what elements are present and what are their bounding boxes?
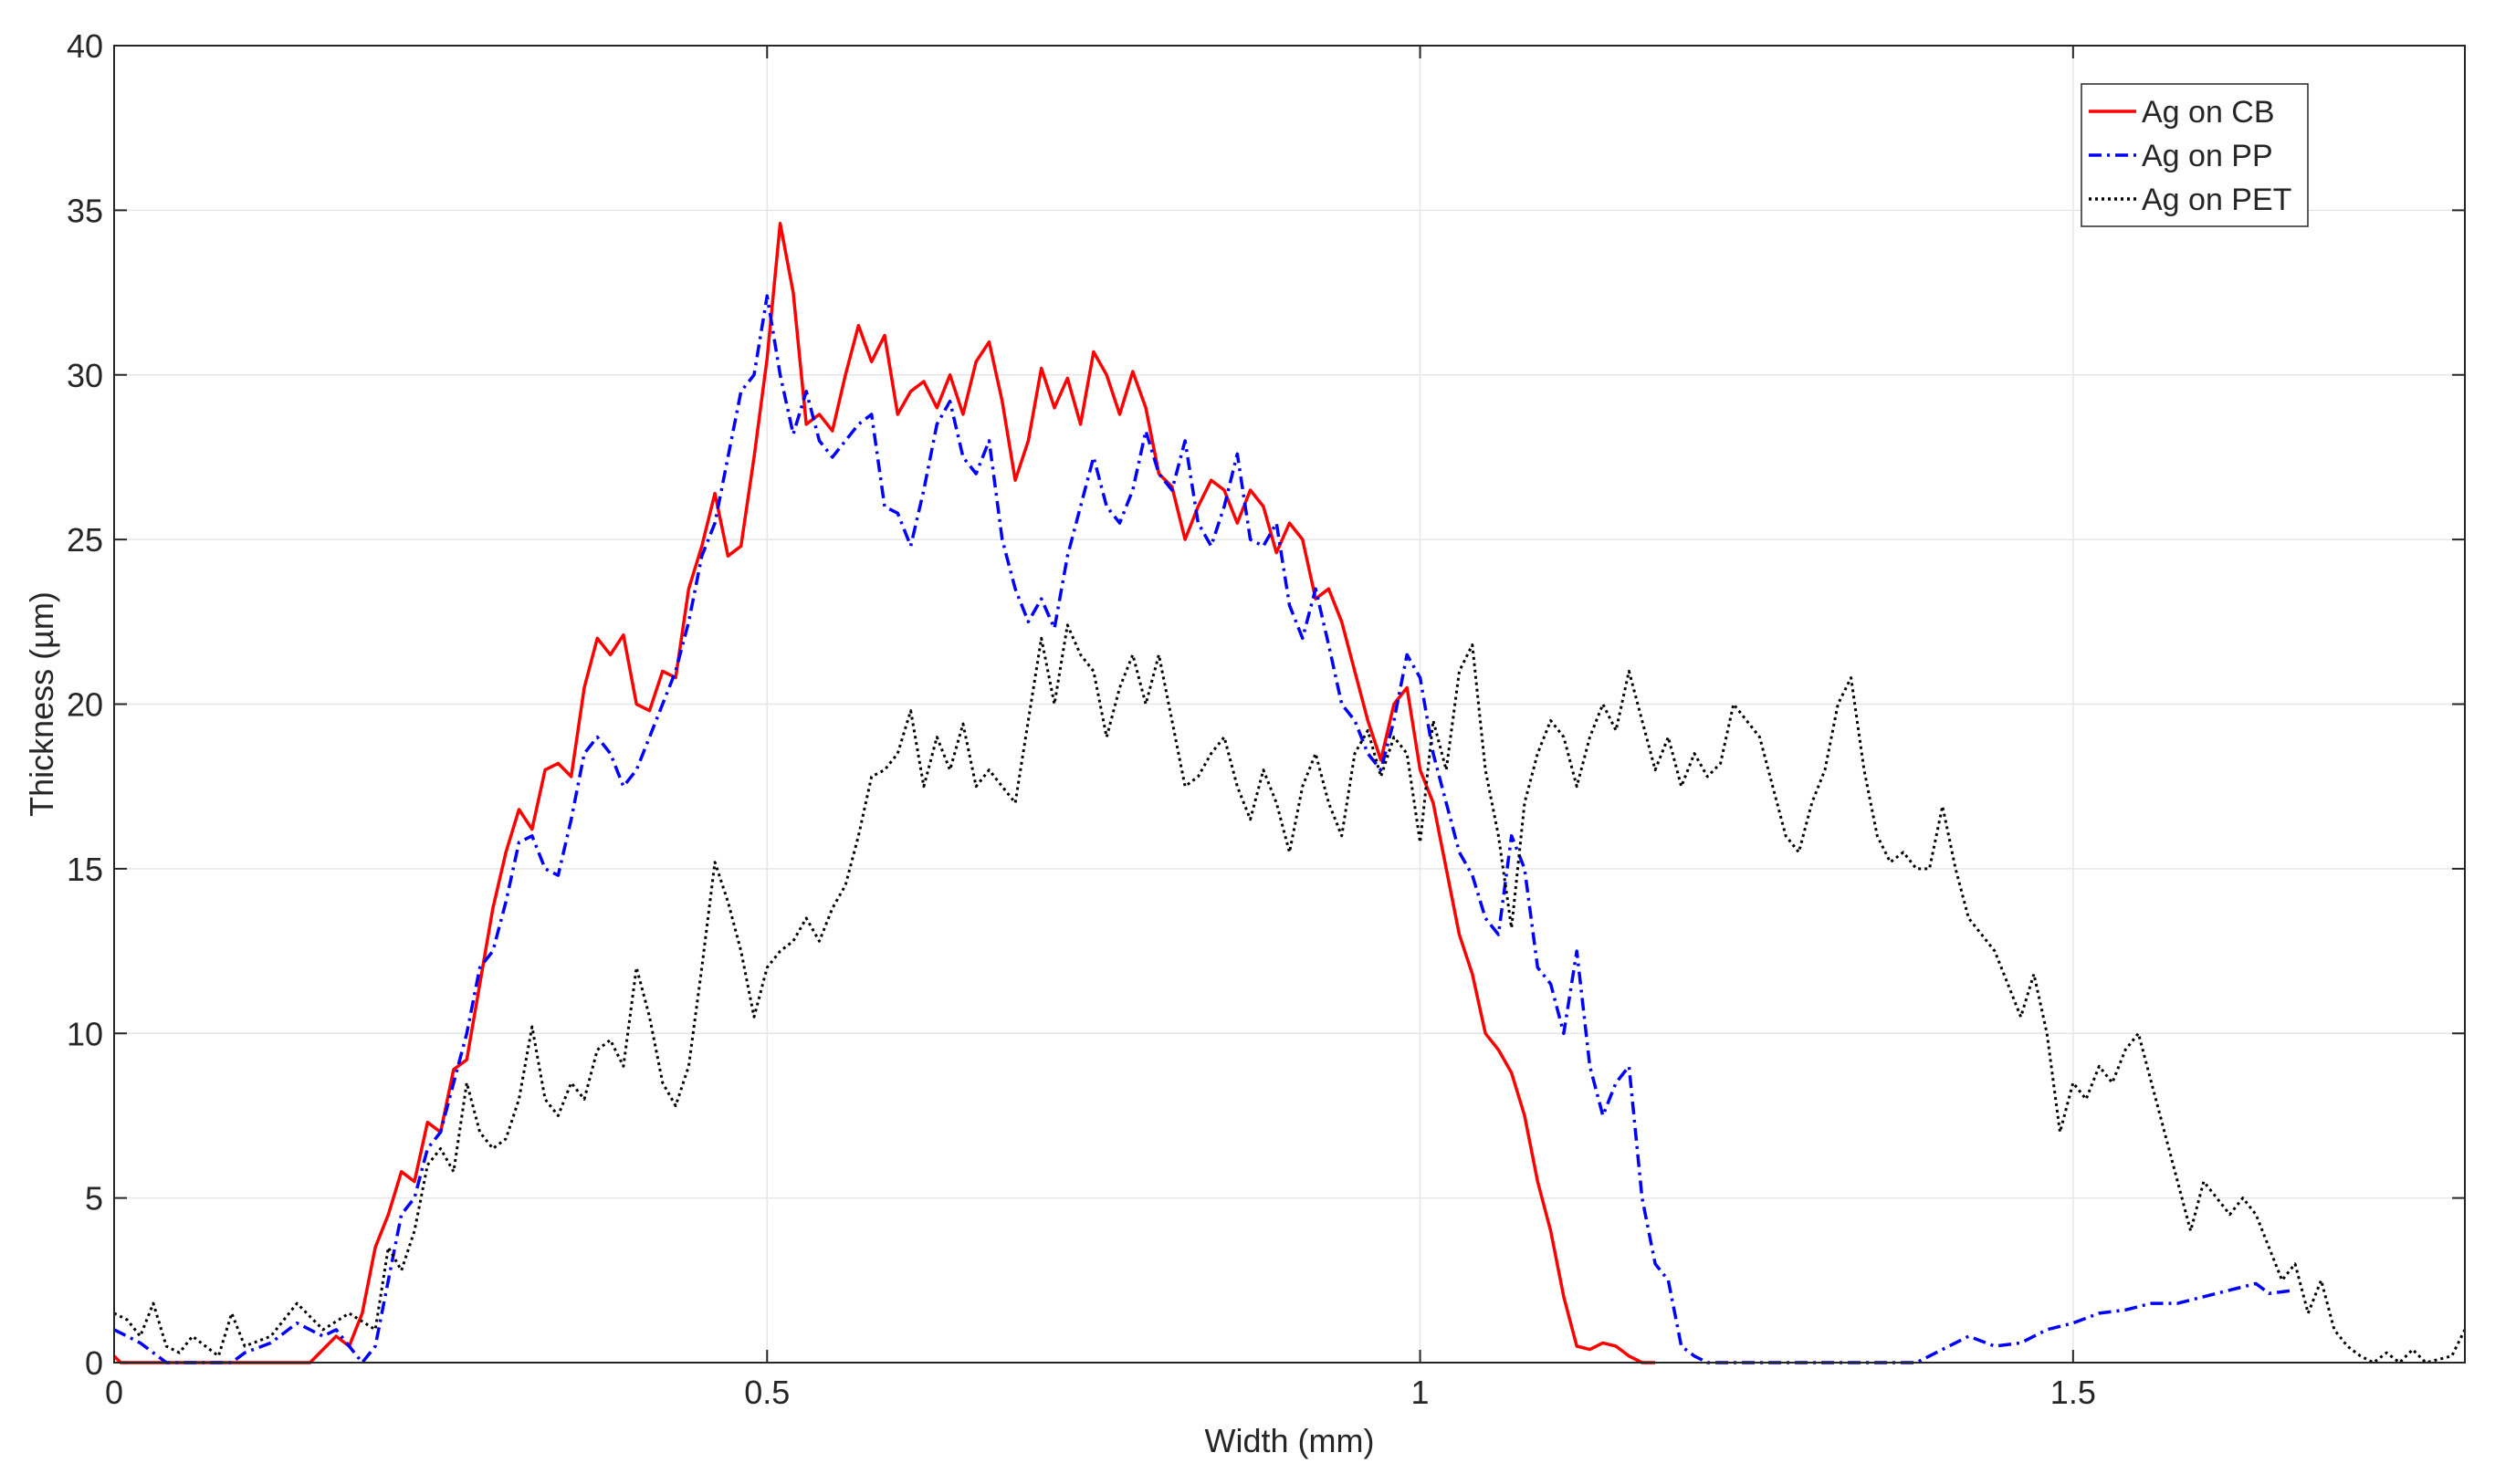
series-group (112, 222, 2467, 1364)
grid (114, 46, 2465, 1363)
series-line-ag-on-pp (113, 294, 2296, 1364)
y-tick-label: 0 (85, 1344, 103, 1382)
y-tick-label: 10 (67, 1015, 103, 1052)
x-axis-label: Width (mm) (1205, 1422, 1375, 1459)
series-line-ag-on-cb (112, 222, 1656, 1364)
series-line-ag-on-pet (113, 623, 2467, 1364)
y-tick-label: 40 (67, 27, 103, 65)
x-tick-label: 0.5 (744, 1374, 790, 1411)
ticks: 0 0.5 1 1.5 0 5 10 15 20 25 30 35 40 (67, 27, 2465, 1411)
y-tick-label: 35 (67, 192, 103, 229)
x-tick-label: 1 (1411, 1374, 1430, 1411)
y-tick-label: 15 (67, 851, 103, 888)
y-tick-label: 20 (67, 686, 103, 724)
y-tick-label: 25 (67, 521, 103, 559)
legend-label: Ag on PP (2142, 139, 2273, 173)
legend-label: Ag on CB (2142, 95, 2275, 130)
x-tick-label: 1.5 (2050, 1374, 2096, 1411)
y-axis-label: Thickness (µm) (23, 591, 60, 817)
x-tick-label: 0 (105, 1374, 123, 1411)
y-tick-label: 5 (85, 1180, 103, 1218)
y-tick-label: 30 (67, 357, 103, 394)
legend-label: Ag on PET (2142, 183, 2291, 217)
legend: Ag on CB Ag on PP Ag on PET (2081, 83, 2309, 227)
